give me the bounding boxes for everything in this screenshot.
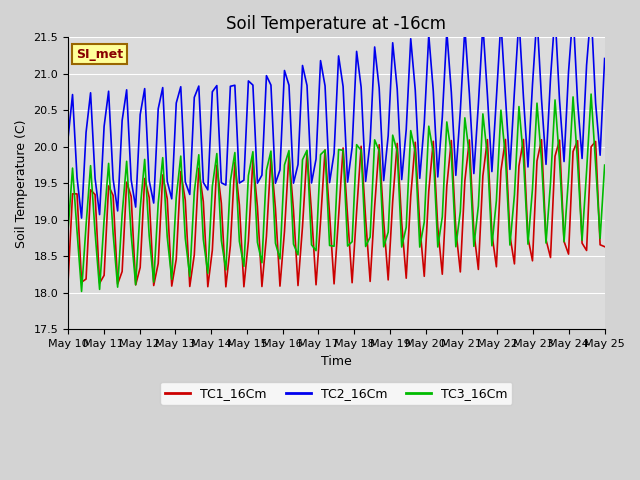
X-axis label: Time: Time bbox=[321, 355, 352, 368]
TC3_16Cm bbox=[366, 234, 374, 240]
TC1_16Cm bbox=[502, 137, 509, 143]
TC2_16Cm bbox=[493, 95, 500, 101]
TC1_16Cm bbox=[222, 284, 230, 290]
TC3_16Cm bbox=[601, 162, 609, 168]
TC2_16Cm bbox=[64, 135, 72, 141]
TC1_16Cm bbox=[592, 139, 600, 144]
TC3_16Cm bbox=[438, 214, 446, 220]
Line: TC3_16Cm: TC3_16Cm bbox=[68, 94, 605, 291]
TC3_16Cm bbox=[592, 161, 600, 167]
Title: Soil Temperature at -16cm: Soil Temperature at -16cm bbox=[227, 15, 446, 33]
TC1_16Cm bbox=[209, 247, 216, 253]
TC3_16Cm bbox=[64, 228, 72, 234]
TC2_16Cm bbox=[438, 114, 446, 120]
TC2_16Cm bbox=[592, 100, 600, 106]
TC2_16Cm bbox=[213, 83, 221, 88]
Text: SI_met: SI_met bbox=[76, 48, 124, 60]
TC1_16Cm bbox=[366, 278, 374, 284]
TC2_16Cm bbox=[588, 6, 595, 12]
TC1_16Cm bbox=[493, 264, 500, 270]
TC1_16Cm bbox=[601, 244, 609, 250]
Legend: TC1_16Cm, TC2_16Cm, TC3_16Cm: TC1_16Cm, TC2_16Cm, TC3_16Cm bbox=[161, 382, 513, 405]
TC2_16Cm bbox=[181, 179, 189, 185]
TC1_16Cm bbox=[64, 280, 72, 286]
TC2_16Cm bbox=[601, 56, 609, 61]
TC1_16Cm bbox=[438, 271, 446, 277]
Line: TC1_16Cm: TC1_16Cm bbox=[68, 140, 605, 287]
TC3_16Cm bbox=[588, 91, 595, 97]
Line: TC2_16Cm: TC2_16Cm bbox=[68, 9, 605, 218]
Y-axis label: Soil Temperature (C): Soil Temperature (C) bbox=[15, 119, 28, 248]
TC3_16Cm bbox=[181, 235, 189, 241]
TC3_16Cm bbox=[77, 288, 85, 294]
TC2_16Cm bbox=[77, 215, 85, 221]
TC2_16Cm bbox=[366, 139, 374, 144]
TC3_16Cm bbox=[493, 198, 500, 204]
TC1_16Cm bbox=[177, 168, 184, 174]
TC3_16Cm bbox=[213, 151, 221, 156]
